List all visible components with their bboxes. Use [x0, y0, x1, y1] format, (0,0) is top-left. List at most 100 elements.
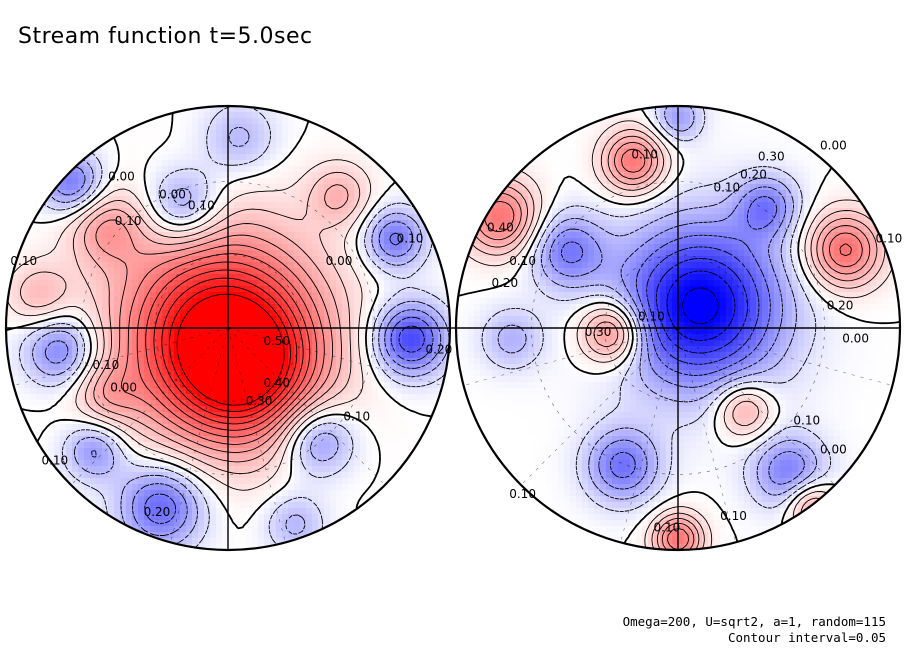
shade-cell	[192, 478, 199, 485]
shade-cell	[246, 538, 253, 545]
shade-cell	[204, 430, 211, 437]
shade-cell	[162, 232, 169, 239]
shade-cell	[138, 130, 145, 137]
shade-cell	[396, 328, 403, 335]
shade-cell	[336, 322, 343, 329]
shade-cell	[252, 436, 259, 443]
shade-cell	[126, 376, 133, 383]
shade-cell	[288, 226, 295, 233]
shade-cell	[360, 280, 367, 287]
shade-cell	[264, 412, 271, 419]
shade-cell	[666, 136, 673, 143]
shade-cell	[234, 502, 241, 509]
shade-cell	[36, 388, 43, 395]
shade-cell	[294, 460, 301, 467]
shade-cell	[144, 136, 151, 143]
shade-cell	[198, 502, 205, 509]
contour-line	[83, 184, 349, 463]
shade-cell	[234, 358, 241, 365]
shade-cell	[390, 382, 397, 389]
shade-cell	[216, 508, 223, 515]
shade-cell	[150, 388, 157, 395]
shade-cell	[138, 310, 145, 317]
shade-cell	[288, 280, 295, 287]
shade-cell	[78, 172, 85, 179]
shade-cell	[204, 310, 211, 317]
shade-cell	[366, 424, 373, 431]
shade-cell	[162, 382, 169, 389]
shade-cell	[768, 154, 775, 161]
shade-cell	[150, 202, 157, 209]
shade-cell	[264, 232, 271, 239]
shade-cell	[282, 292, 289, 299]
shade-cell	[102, 448, 109, 455]
shade-cell	[342, 466, 349, 473]
shade-cell	[366, 382, 373, 389]
shade-cell	[246, 202, 253, 209]
shade-cell	[144, 244, 151, 251]
shade-cell	[276, 442, 283, 449]
shade-cell	[210, 196, 217, 203]
shade-cell	[186, 262, 193, 269]
shade-cell	[180, 502, 187, 509]
shade-cell	[162, 124, 169, 131]
shade-cell	[276, 532, 283, 539]
shade-cell	[126, 220, 133, 227]
shade-cell	[354, 310, 361, 317]
shade-cell	[252, 220, 259, 227]
shade-cell	[234, 472, 241, 479]
shade-cell	[126, 466, 133, 473]
shade-cell	[30, 304, 37, 311]
shade-cell	[216, 274, 223, 281]
shade-cell	[48, 220, 55, 227]
shade-cell	[264, 142, 271, 149]
shade-cell	[276, 310, 283, 317]
shade-cell	[48, 364, 55, 371]
shade-cell	[126, 256, 133, 263]
shade-cell	[606, 118, 613, 125]
shade-cell	[384, 238, 391, 245]
shade-cell	[192, 442, 199, 449]
shade-cell	[174, 262, 181, 269]
shade-cell	[90, 232, 97, 239]
shade-cell	[324, 196, 331, 203]
shade-cell	[618, 178, 625, 185]
shade-cell	[78, 424, 85, 431]
shade-cell	[234, 220, 241, 227]
shade-cell	[246, 244, 253, 251]
shade-cell	[360, 166, 367, 173]
shade-cell	[78, 286, 85, 293]
shade-cell	[174, 220, 181, 227]
shade-cell	[72, 382, 79, 389]
shade-cell	[168, 274, 175, 281]
shade-cell	[366, 250, 373, 257]
shade-cell	[234, 274, 241, 281]
shade-cell	[60, 436, 67, 443]
shade-cell	[246, 292, 253, 299]
shade-cell	[138, 514, 145, 521]
shade-cell	[408, 250, 415, 257]
shade-cell	[336, 166, 343, 173]
shade-cell	[312, 394, 319, 401]
shade-cell	[312, 490, 319, 497]
shade-cell	[378, 274, 385, 281]
shade-cell	[120, 358, 127, 365]
shade-cell	[354, 436, 361, 443]
shade-cell	[210, 220, 217, 227]
shade-cell	[222, 370, 229, 377]
shade-cell	[612, 136, 619, 143]
shade-cell	[60, 178, 67, 185]
shade-cell	[120, 448, 127, 455]
shade-cell	[78, 190, 85, 197]
shade-cell	[390, 316, 397, 323]
shade-cell	[114, 262, 121, 269]
shade-cell	[378, 364, 385, 371]
shade-cell	[264, 256, 271, 263]
shade-cell	[366, 286, 373, 293]
shade-cell	[222, 124, 229, 131]
shade-cell	[102, 190, 109, 197]
shade-cell	[342, 160, 349, 167]
shade-cell	[72, 448, 79, 455]
shade-cell	[804, 148, 811, 155]
shade-cell	[252, 370, 259, 377]
